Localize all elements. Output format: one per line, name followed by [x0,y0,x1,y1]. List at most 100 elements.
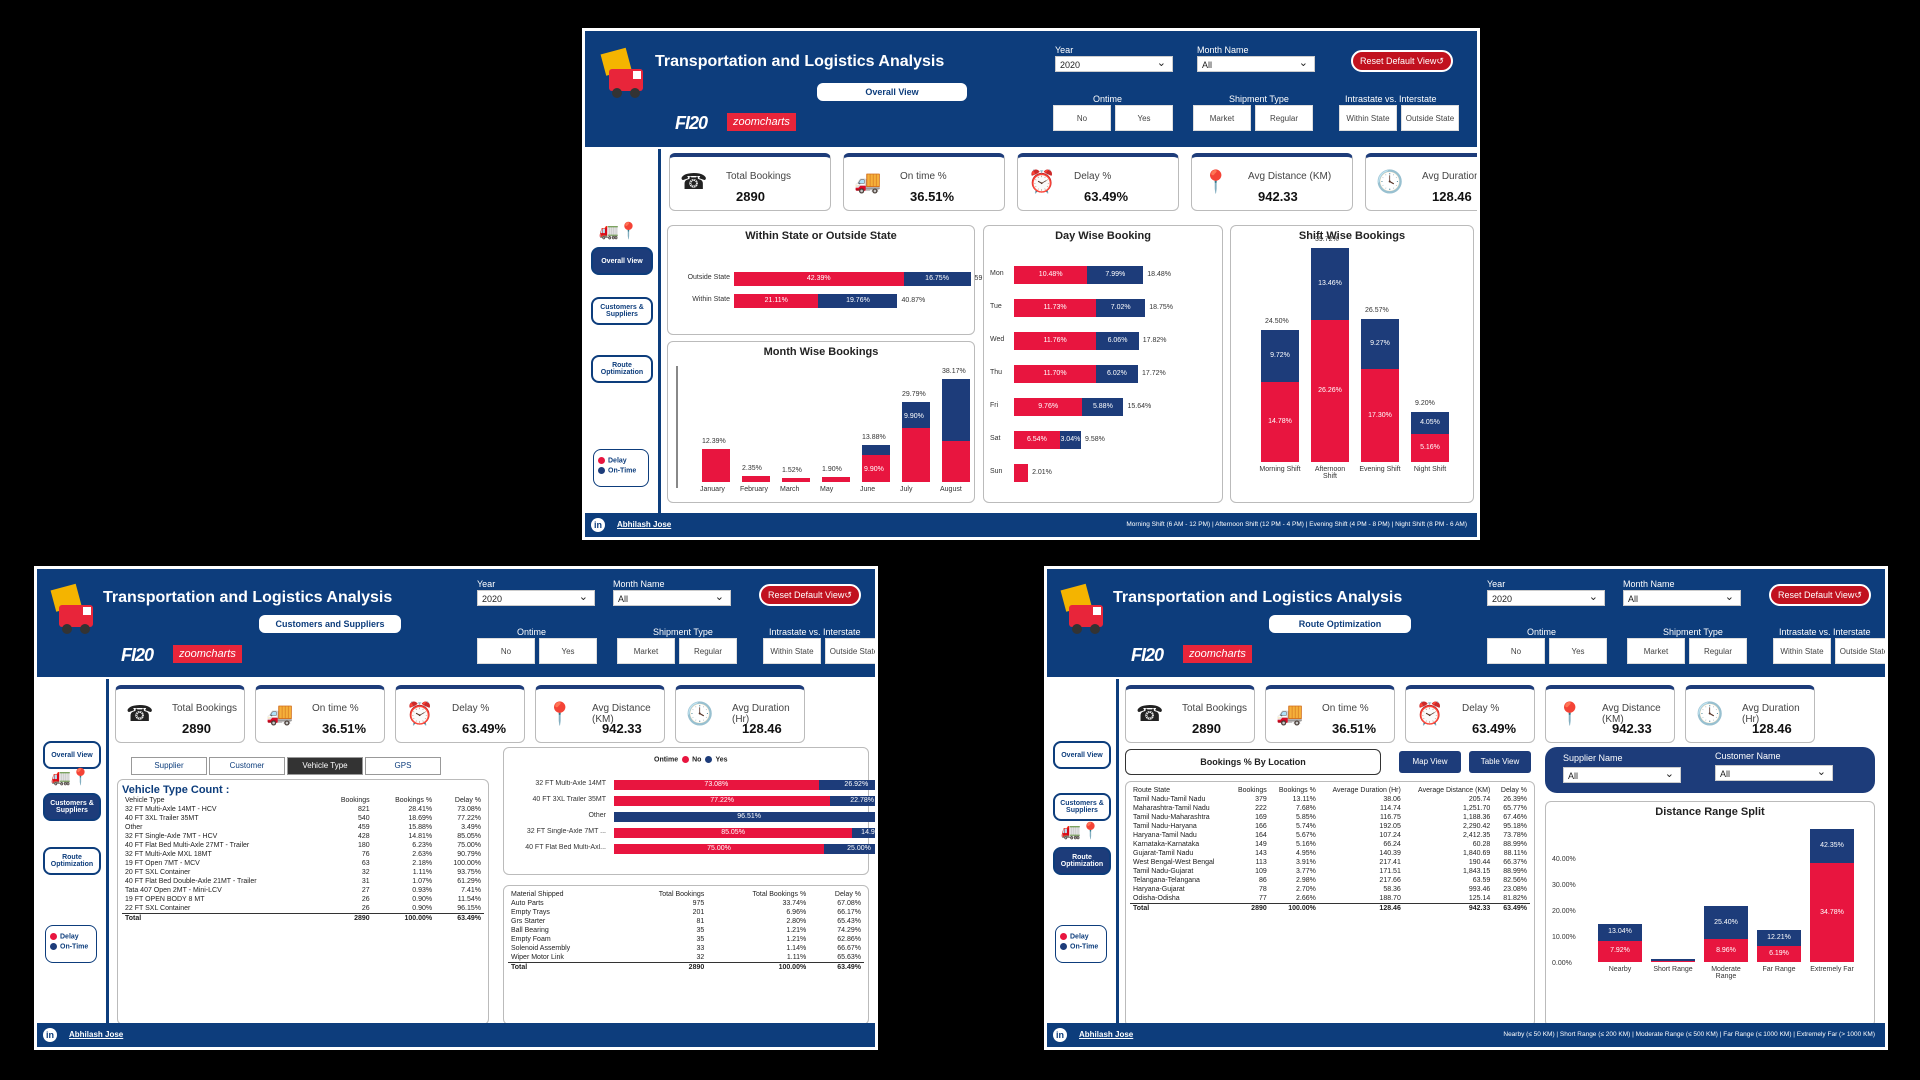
table-row[interactable]: Ball Bearing 35 1.21% 74.29% [508,926,864,935]
year-dropdown[interactable]: 2020 [477,590,595,606]
table-row[interactable]: 32 FT Multi-Axle 14MT - HCV 821 28.41% 73.0… [122,805,484,814]
within-state-button[interactable]: Within State [1339,105,1397,131]
table-row[interactable]: 40 FT Flat Bed Double-Axle 21MT - Traile… [122,877,484,886]
table-row[interactable]: West Bengal-West Bengal 113 3.91% 217.41 190… [1130,858,1530,867]
nav-customers-suppliers-button[interactable]: Customers & Suppliers [591,297,653,325]
column-header[interactable]: Bookings % [395,797,433,804]
table-row[interactable]: Tata 407 Open 2MT - Mini-LCV 27 0.93% 7.41% [122,886,484,895]
table-row[interactable]: 22 FT SXL Container 26 0.90% 96.15% [122,904,484,914]
outside-state-button[interactable]: Outside State [1401,105,1459,131]
within-state-button[interactable]: Within State [763,638,821,664]
nav-customers-suppliers-button[interactable]: Customers & Suppliers [43,793,101,821]
year-dropdown[interactable]: 2020 [1487,590,1605,606]
shipment-regular-button[interactable]: Regular [679,638,737,664]
kpi-card-ot: 🚚 On time % 36.51% [1265,685,1395,743]
year-dropdown[interactable]: 2020 [1055,56,1173,72]
header-bar: Transportation and Logistics Analysis FI2… [585,31,1477,147]
supplier-dropdown[interactable]: All [1563,767,1681,783]
column-header[interactable]: Bookings % [1278,787,1316,794]
table-row[interactable]: Empty Foam 35 1.21% 62.86% [508,935,864,944]
author-link[interactable]: Abhilash Jose [1079,1030,1134,1039]
table-row[interactable]: 19 FT Open 7MT - MCV 63 2.18% 100.00% [122,859,484,868]
within-state-button[interactable]: Within State [1773,638,1831,664]
month-dropdown[interactable]: All [1197,56,1315,72]
reset-default-view-button[interactable]: Reset Default View↺ [759,584,861,606]
table-row[interactable]: Odisha-Odisha 77 2.66% 188.70 125.14 81.82% [1130,894,1530,904]
linkedin-icon[interactable]: in [43,1028,57,1042]
linkedin-icon[interactable]: in [591,518,605,532]
column-header[interactable]: Delay % [1500,787,1527,794]
bookings-by-location-button[interactable]: Bookings % By Location [1125,749,1381,775]
outside-state-button[interactable]: Outside State [1835,638,1885,664]
column-header[interactable]: Delay % [834,891,861,898]
gps-tab[interactable]: GPS [365,757,441,775]
column-header[interactable]: Vehicle Type [125,797,165,804]
author-link[interactable]: Abhilash Jose [617,520,672,529]
ontime-no-button[interactable]: No [1053,105,1111,131]
shipment-regular-button[interactable]: Regular [1689,638,1747,664]
table-row[interactable]: Haryana-Gujarat 78 2.70% 58.36 993.46 23.08% [1130,885,1530,894]
column-header[interactable]: Total Bookings % [752,891,807,898]
table-row[interactable]: Empty Trays 201 6.96% 66.17% [508,908,864,917]
table-row[interactable]: Tamil Nadu-Maharashtra 169 5.85% 116.75 1,18… [1130,813,1530,822]
column-header[interactable]: Bookings [340,797,370,804]
column-header[interactable]: Average Duration (Hr) [1332,787,1401,794]
table-row[interactable]: 32 FT Multi-Axle MXL 18MT 76 2.63% 90.79% [122,850,484,859]
table-row[interactable]: 40 FT Flat Bed Multi-Axle 27MT - Trailer… [122,841,484,850]
reset-default-view-button[interactable]: Reset Default View↺ [1351,50,1453,72]
table-view-button[interactable]: Table View [1469,751,1531,773]
table-row[interactable]: Haryana-Tamil Nadu 164 5.67% 107.24 2,412.35… [1130,831,1530,840]
table-row[interactable]: Other 459 15.88% 3.49% [122,823,484,832]
author-link[interactable]: Abhilash Jose [69,1030,124,1039]
table-row[interactable]: Wiper Motor Link 32 1.11% 65.63% [508,953,864,963]
table-row[interactable]: Solenoid Assembly 33 1.14% 66.67% [508,944,864,953]
column-header[interactable]: Bookings [1237,787,1267,794]
table-row[interactable]: 32 FT Single-Axle 7MT - HCV 428 14.81% 85.0… [122,832,484,841]
customer-dropdown[interactable]: All [1715,765,1833,781]
linkedin-icon[interactable]: in [1053,1028,1067,1042]
table-row[interactable]: Tamil Nadu-Tamil Nadu 379 13.11% 38.06 205.7… [1130,795,1530,804]
nav-overall-view-button[interactable]: Overall View [591,247,653,275]
table-cell: Other [125,824,143,831]
table-row[interactable]: Gujarat-Tamil Nadu 143 4.95% 140.39 1,840.69… [1130,849,1530,858]
table-row[interactable]: Karnataka-Karnataka 149 5.16% 66.24 60.28 88.… [1130,840,1530,849]
outside-state-button[interactable]: Outside State [825,638,875,664]
table-row[interactable]: Maharashtra-Tamil Nadu 222 7.68% 114.74 1,25… [1130,804,1530,813]
vehicle-type-tab[interactable]: Vehicle Type [287,757,363,775]
column-header[interactable]: Route State [1133,787,1170,794]
customer-tab[interactable]: Customer [209,757,285,775]
map-view-button[interactable]: Map View [1399,751,1461,773]
ontime-no-button[interactable]: No [477,638,535,664]
nav-route-optimization-button[interactable]: Route Optimization [591,355,653,383]
month-dropdown[interactable]: All [613,590,731,606]
column-header[interactable]: Material Shipped [511,891,564,898]
column-header[interactable]: Average Distance (KM) [1418,787,1491,794]
shipment-regular-button[interactable]: Regular [1255,105,1313,131]
ontime-yes-button[interactable]: Yes [1115,105,1173,131]
ontime-yes-button[interactable]: Yes [539,638,597,664]
column-header[interactable]: Delay % [454,797,481,804]
table-row[interactable]: 20 FT SXL Container 32 1.11% 93.75% [122,868,484,877]
nav-overall-view-button[interactable]: Overall View [1053,741,1111,769]
range-slider[interactable] [676,366,678,488]
nav-route-optimization-button[interactable]: Route Optimization [43,847,101,875]
table-row[interactable]: Tamil Nadu-Gujarat 109 3.77% 171.51 1,843.15… [1130,867,1530,876]
month-dropdown[interactable]: All [1623,590,1741,606]
ontime-no-button[interactable]: No [1487,638,1545,664]
table-row[interactable]: Tamil Nadu-Haryana 166 5.74% 192.05 2,290.42… [1130,822,1530,831]
table-row[interactable]: Auto Parts 975 33.74% 67.08% [508,899,864,908]
supplier-tab[interactable]: Supplier [131,757,207,775]
shipment-market-button[interactable]: Market [1627,638,1685,664]
nav-customers-suppliers-button[interactable]: Customers & Suppliers [1053,793,1111,821]
table-row[interactable]: Grs Starter 81 2.80% 65.43% [508,917,864,926]
shipment-market-button[interactable]: Market [617,638,675,664]
nav-route-optimization-button[interactable]: Route Optimization [1053,847,1111,875]
nav-overall-view-button[interactable]: Overall View [43,741,101,769]
table-row[interactable]: 40 FT 3XL Trailer 35MT 540 18.69% 77.22% [122,814,484,823]
ontime-yes-button[interactable]: Yes [1549,638,1607,664]
shipment-market-button[interactable]: Market [1193,105,1251,131]
column-header[interactable]: Total Bookings [658,891,705,898]
table-row[interactable]: 19 FT OPEN BODY 8 MT 26 0.90% 11.54% [122,895,484,904]
reset-default-view-button[interactable]: Reset Default View↺ [1769,584,1871,606]
table-row[interactable]: Telangana-Telangana 86 2.98% 217.66 63.59 82.… [1130,876,1530,885]
